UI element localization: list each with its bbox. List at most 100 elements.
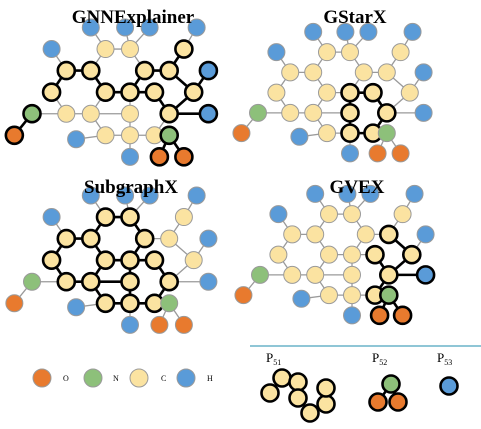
hydrogen-atom (304, 22, 323, 41)
carbon-atom (354, 63, 373, 82)
nitrogen-atom (249, 103, 267, 122)
hydrogen-atom (140, 186, 159, 205)
carbon-atom (81, 271, 101, 292)
carbon-atom (300, 403, 320, 423)
carbon-atom (121, 104, 139, 123)
hydrogen-atom (267, 43, 286, 62)
legend-nitrogen-swatch (83, 368, 103, 388)
carbon-atom (95, 207, 116, 227)
oxygen-atom (174, 315, 193, 334)
nitrogen-atom (377, 124, 396, 143)
atoms-subgraphx (5, 186, 218, 334)
carbon-atom (56, 228, 77, 249)
legend-carbon-label: C (161, 374, 166, 383)
nitrogen-atom (251, 265, 269, 284)
hydrogen-atom (81, 186, 100, 205)
carbon-atom (267, 83, 286, 102)
oxygen-atom (391, 144, 410, 163)
carbon-atom (160, 229, 179, 248)
carbon-atom (144, 250, 165, 270)
carbon-atom (95, 250, 116, 270)
hydrogen-atom (336, 22, 355, 41)
hydrogen-atom (198, 60, 219, 81)
carbon-atom (306, 265, 325, 284)
nitrogen-atom (159, 125, 179, 146)
oxygen-atom (5, 294, 24, 313)
nitrogen-atom (381, 374, 401, 394)
pattern-p52 (368, 374, 408, 412)
carbon-atom (96, 40, 115, 59)
carbon-atom (343, 205, 361, 224)
carbon-atom (283, 265, 302, 284)
carbon-atom (340, 103, 360, 123)
carbon-atom (159, 271, 179, 292)
carbon-atom (120, 250, 140, 270)
carbon-atom (269, 245, 288, 264)
oxygen-atom (369, 305, 390, 326)
hydrogen-atom (341, 144, 359, 163)
carbon-atom (306, 225, 325, 244)
hydrogen-atom (343, 306, 361, 325)
carbon-atom (56, 271, 77, 292)
hydrogen-atom (359, 22, 378, 41)
carbon-atom (318, 83, 336, 102)
carbon-atom (365, 244, 385, 265)
carbon-atom (343, 265, 361, 284)
carbon-atom (377, 63, 396, 82)
hydrogen-atom (187, 18, 206, 37)
hydrogen-atom (116, 186, 135, 205)
hydrogen-atom (290, 127, 309, 146)
carbon-atom (401, 244, 422, 265)
carbon-atom (81, 228, 101, 249)
hydrogen-atom (67, 298, 86, 317)
atom-legend: O N C H (32, 368, 213, 388)
panel-title-gvex: GVEX (330, 177, 385, 198)
panel-title-gnnexplainer: GNNExplainer (72, 7, 195, 28)
oxygen-atom (388, 392, 408, 412)
carbon-atom (120, 271, 140, 292)
carbon-atom (134, 60, 155, 81)
legend-carbon-swatch (129, 368, 149, 388)
carbon-atom (320, 245, 338, 264)
oxygen-atom (174, 147, 194, 167)
carbon-atom (320, 205, 338, 224)
legend-oxygen-label: O (63, 374, 69, 383)
hydrogen-atom (361, 184, 380, 203)
legend-hydrogen-label: H (207, 374, 213, 383)
panel-title-gstarx: GStarX (323, 7, 387, 28)
carbon-atom (363, 82, 383, 103)
hydrogen-atom (121, 315, 139, 334)
hydrogen-atom (116, 18, 135, 37)
hydrogen-atom (42, 40, 61, 59)
carbon-atom (56, 60, 77, 81)
oxygen-atom (368, 144, 387, 163)
carbon-atom (281, 63, 300, 82)
carbon-atom (159, 103, 179, 124)
carbon-atom (288, 372, 308, 392)
hydrogen-atom (405, 184, 424, 203)
carbon-atom (320, 286, 338, 305)
legend-nitrogen-label: N (113, 374, 119, 383)
carbon-atom (121, 40, 139, 59)
carbon-atom (184, 251, 203, 270)
hydrogen-atom (416, 225, 435, 244)
carbon-atom (400, 83, 419, 102)
hydrogen-atom (140, 18, 159, 37)
hydrogen-atom (198, 103, 219, 124)
carbon-atom (95, 293, 116, 314)
carbon-atom (95, 82, 116, 102)
atoms-layer (4, 18, 459, 423)
carbon-atom (343, 286, 361, 305)
carbon-atom (81, 104, 100, 123)
carbon-atom (183, 82, 204, 102)
carbon-atom (378, 265, 399, 285)
pattern-p51 (260, 368, 336, 423)
carbon-atom (288, 388, 308, 408)
hydrogen-atom (121, 147, 139, 166)
hydrogen-atom (292, 289, 311, 308)
hydrogen-atom (81, 18, 100, 37)
carbon-atom (41, 82, 62, 102)
carbon-atom (57, 104, 76, 123)
carbon-atom (341, 43, 359, 62)
carbon-atom (283, 225, 302, 244)
